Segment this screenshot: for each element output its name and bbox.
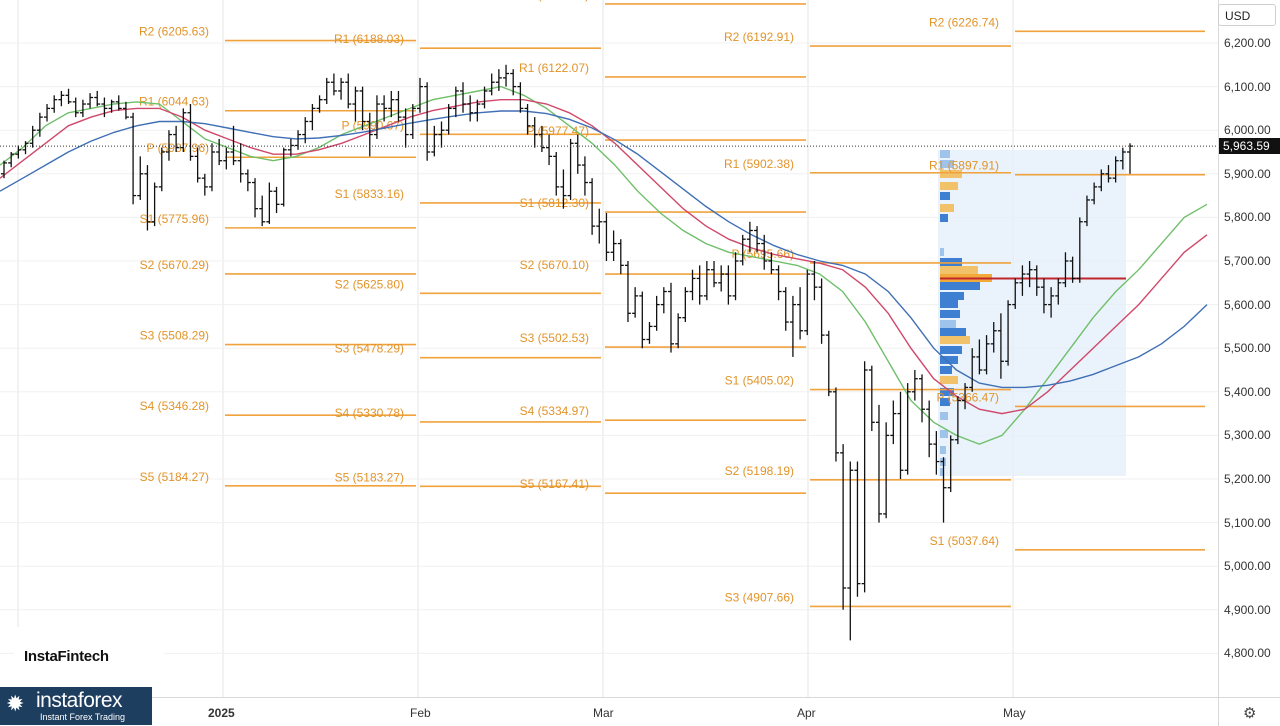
time-tick-label: Apr (797, 706, 816, 720)
time-axis[interactable] (0, 697, 1218, 726)
volume-profile-bar (940, 292, 964, 300)
price-tick-label: 6,000.00 (1224, 123, 1271, 138)
volume-profile-bar (940, 192, 950, 200)
moving-average-line-1 (0, 85, 1208, 445)
volume-profile-bar (940, 446, 946, 454)
pivot-level-label: S3 (5478.29) (335, 342, 404, 356)
pivot-level-label: S3 (5508.29) (140, 329, 209, 343)
time-tick-label: May (1003, 706, 1026, 720)
pivot-level-label: S1 (5833.16) (335, 187, 404, 201)
price-tick-label: 5,900.00 (1224, 166, 1271, 181)
volume-profile-bar (940, 336, 970, 344)
price-tick-label: 5,700.00 (1224, 254, 1271, 268)
volume-profile-bar (940, 328, 966, 336)
price-tick-label: 5,600.00 (1224, 297, 1271, 312)
volume-profile-bar (940, 150, 950, 158)
volume-profile-bar (940, 300, 958, 308)
pivot-level-label: P (5695.66) (732, 247, 795, 261)
price-tick-label: 5,800.00 (1224, 210, 1271, 225)
settings-gear-icon[interactable]: ⚙ (1243, 705, 1257, 722)
pivot-level-label: R1 (5902.38) (724, 157, 794, 171)
ohlc-chart[interactable]: R2 (6205.63)R1 (6044.63)P (5937.96)S1 (5… (0, 0, 1218, 697)
price-tick-label: 6,200.00 (1224, 36, 1271, 50)
volume-profile-bar (940, 258, 962, 266)
time-tick-label: Mar (593, 706, 614, 720)
watermark-box (14, 627, 164, 687)
price-tick-label: 4,900.00 (1224, 602, 1271, 617)
pivot-level-label: R2 (6289.64) (519, 0, 589, 2)
volume-profile-bar (940, 430, 948, 438)
price-chart-area[interactable]: R2 (6205.63)R1 (6044.63)P (5937.96)S1 (5… (0, 0, 1218, 697)
instaforex-logo-mark-icon: ✹ (6, 691, 25, 716)
volume-profile-bar (940, 398, 950, 406)
price-tick-label: 5,200.00 (1224, 472, 1271, 486)
volume-profile-bar (940, 170, 962, 178)
pivot-level-label: P (5977.47) (527, 124, 590, 138)
moving-average-line-3 (0, 110, 1208, 389)
volume-profile-area (938, 150, 1126, 476)
time-tick-label: 2025 (208, 706, 235, 720)
volume-profile-bar (940, 266, 978, 274)
price-tick-label: 4,800.00 (1224, 646, 1271, 661)
volume-profile-bar (940, 388, 954, 396)
pivot-level-label: S3 (4907.66) (725, 590, 794, 604)
pivot-level-label: S2 (5198.19) (725, 464, 794, 478)
axis-corner (1218, 697, 1280, 726)
pivot-level-label: R2 (6226.74) (929, 15, 999, 29)
last-price-badge: 5,963.59 (1219, 138, 1280, 155)
pivot-level-label: S1 (5037.64) (930, 534, 999, 548)
volume-profile-bar (940, 412, 948, 420)
volume-profile-bar (940, 346, 962, 354)
instafintech-logo: InstaFintech (24, 648, 109, 665)
pivot-level-label: R1 (5897.91) (929, 159, 999, 173)
pivot-level-label: P (5366.47) (937, 390, 1000, 404)
volume-profile-bar (940, 204, 954, 212)
pivot-level-label: S4 (5334.97) (520, 404, 589, 418)
pivot-level-label: S5 (5167.41) (520, 477, 589, 491)
volume-profile-bar (940, 366, 952, 374)
volume-profile-bar (940, 182, 958, 190)
price-tick-label: 5,300.00 (1224, 428, 1271, 443)
instaforex-logo: ✹ instaforex Instant Forex Trading (0, 687, 152, 725)
pivot-level-label: R2 (6192.91) (724, 30, 794, 44)
volume-profile-bar (940, 376, 958, 384)
volume-profile-bar (940, 320, 956, 328)
volume-profile-bar (940, 310, 960, 318)
pivot-level-label: S1 (5775.96) (140, 212, 209, 226)
currency-selector[interactable]: USD (1218, 4, 1276, 26)
pivot-level-label: S2 (5670.29) (140, 258, 209, 272)
price-tick-label: 5,500.00 (1224, 341, 1271, 356)
price-tick-label: 5,400.00 (1224, 384, 1271, 399)
price-tick-label: 5,100.00 (1224, 515, 1271, 530)
currency-label: USD (1225, 9, 1251, 23)
pivot-level-label: R1 (6044.63) (139, 95, 209, 109)
pivot-level-label: S5 (5183.27) (335, 470, 404, 484)
price-tick-label: 6,100.00 (1224, 79, 1271, 94)
volume-profile-bar (940, 356, 958, 364)
volume-profile-bar (940, 282, 980, 290)
pivot-level-label: S2 (5625.80) (335, 277, 404, 291)
pivot-level-label: S1 (5812.30) (520, 196, 589, 210)
pivot-level-label: S4 (5346.28) (140, 399, 209, 413)
pivot-level-label: S4 (5330.78) (335, 406, 404, 420)
price-axis[interactable] (1218, 0, 1280, 697)
volume-profile-bar (940, 214, 948, 222)
pivot-level-label: S3 (5502.53) (520, 331, 589, 345)
pivot-level-label: R2 (6205.63) (139, 25, 209, 39)
volume-profile-bar (940, 160, 954, 168)
volume-profile-bar (940, 248, 944, 256)
pivot-level-label: S5 (5184.27) (140, 470, 209, 484)
pivot-level-label: R1 (6188.03) (334, 32, 404, 46)
pivot-level-label: R1 (6122.07) (519, 61, 589, 75)
time-tick-label: Feb (410, 706, 431, 720)
pivot-level-label: S1 (5405.02) (725, 374, 794, 388)
pivot-level-label: S2 (5670.10) (520, 258, 589, 272)
price-tick-label: 5,000.00 (1224, 559, 1271, 574)
volume-profile-bar (940, 468, 944, 476)
